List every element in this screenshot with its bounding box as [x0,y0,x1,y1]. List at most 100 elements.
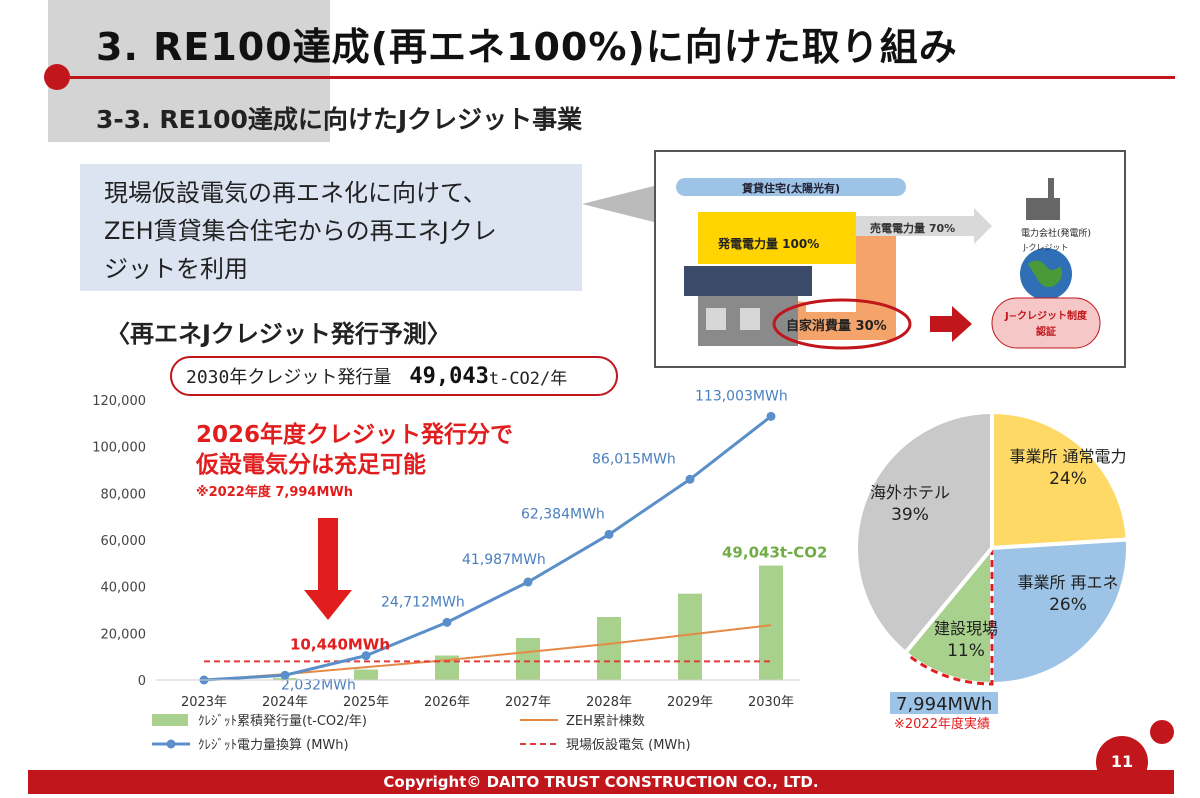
section-subtitle: 3-3. RE100達成に向けたJクレジット事業 [96,105,583,134]
sold-label: 売電電力量 70% [870,221,955,235]
y-tick-label: 120,000 [92,394,146,409]
credit-bar [597,617,621,680]
certification-arrow [930,306,972,342]
x-tick-label: 2023年 [181,695,227,710]
certification-line2: 認証 [1036,325,1056,338]
intro-line: 現場仮設電気の再エネ化に向けて、 [104,179,487,207]
page-decor-dot [1150,720,1174,744]
energy-flow-diagram: 賃貸住宅(太陽光有) 発電電力量 100% 売電電力量 70% 自家消費量 30… [654,150,1126,368]
certification-line1: J−クレジット制度 [1004,309,1088,322]
rental-house-banner-text: 賃貸住宅(太陽光有) [741,181,840,195]
title-bullet-dot [44,64,70,90]
annotation-line1: 2026年度クレジット発行分で [196,421,513,448]
legend-label: ｸﾚｼﾞｯﾄ電力量換算 (MWh) [198,738,349,753]
pie-slice [990,409,1130,551]
utility-label: 電力会社(発電所) [1021,227,1091,239]
issuance-badge: 2030年クレジット発行量 49,043 t-CO2/年 [170,356,618,396]
mwh-data-label: 62,384MWh [521,506,605,522]
x-tick-label: 2030年 [748,695,794,710]
pie-slice-percent: 26% [1049,595,1087,615]
pie-slice-percent: 11% [947,641,985,661]
badge-unit: t-CO2/年 [488,368,568,389]
x-tick-label: 2027年 [505,695,551,710]
intro-line: ジットを利用 [104,255,248,283]
generation-label: 発電電力量 100% [717,236,819,251]
x-tick-label: 2025年 [343,695,389,710]
x-tick-label: 2029年 [667,695,713,710]
pie-slice-percent: 39% [891,505,929,525]
credit-forecast-chart: 020,00040,00060,00080,000100,000120,000 … [92,388,827,753]
self-consumption-highlight [772,298,912,350]
mwh-data-label: 41,987MWh [462,552,546,568]
mwh-data-label: 86,015MWh [592,451,676,467]
pie-slice-label: 建設現場 [934,619,998,638]
credit-mwh-point [442,617,452,627]
badge-value: 49,043 [409,363,489,389]
page-number: 11 [1096,736,1148,788]
mwh-data-label: 10,440MWh [290,636,390,654]
power-tower-icon [1048,178,1054,200]
page-title: 3. RE100達成(再エネ100%)に向けた取り組み [96,25,958,69]
pie-footnote-highlight [890,692,998,714]
header-grey-block [48,0,330,142]
pie-slice-highlight [903,543,994,686]
y-tick-label: 0 [138,674,146,689]
pie-slice [990,537,1130,687]
credit-mwh-line [203,415,772,682]
pie-slice [854,409,994,656]
legend-label: ZEH累計棟数 [566,713,645,729]
y-tick-label: 80,000 [101,487,147,502]
annotation-note: ※2022年度 7,994MWh [196,484,353,500]
credit-mwh-point [523,577,533,587]
legend-label: ｸﾚｼﾞｯﾄ累積発行量(t-CO2/年) [198,714,367,729]
diagram-svg: 賃貸住宅(太陽光有) 発電電力量 100% 売電電力量 70% 自家消費量 30… [676,178,1101,350]
mwh-data-label: 24,712MWh [381,594,465,610]
y-tick-label: 60,000 [101,534,147,549]
energy-mix-pie: 事業所 通常電力 24% 事業所 再エネ 26% 建設現場 11% 海外ホテル 39% 7,9… [854,409,1130,732]
pie-footnote: ※2022年度実績 [894,716,990,732]
callout-pointer [582,186,654,222]
badge-label: 2030年クレジット発行量 [186,367,392,388]
intro-box: 現場仮設電気の再エネ化に向けて、 ZEH賃貸集合住宅からの再エネJクレ ジットを… [80,164,582,291]
copyright-footer: Copyright© DAITO TRUST CONSTRUCTION CO.,… [28,770,1174,794]
house-window-icon [740,308,760,330]
y-tick-label: 40,000 [101,581,147,596]
x-tick-label: 2026年 [424,695,470,710]
power-plant-icon [1026,198,1060,220]
credit-mwh-point [685,474,695,484]
pie-slice-label: 海外ホテル [870,483,950,502]
mwh-data-label: 113,003MWh [695,388,788,404]
credit-bar [759,565,783,680]
bar-end-label: 49,043t-CO2 [722,544,827,562]
x-tick-label: 2024年 [262,695,308,710]
self-consumption-label: 自家消費量 30% [786,318,887,334]
title-underline [60,76,1175,79]
globe-land-icon [1028,260,1062,288]
credit-mwh-point [280,670,290,680]
house-window-icon [706,308,726,330]
chart-title: 〈再エネJクレジット発行予測〉 [106,320,451,348]
annotation-line2: 仮設電気分は充足可能 [195,451,426,478]
credit-bar [516,638,540,680]
intro-line: ZEH賃貸集合住宅からの再エネJクレ [104,217,497,245]
sold-arrow [856,208,992,244]
credit-mwh-point [604,529,614,539]
self-use-flow [806,236,896,340]
mwh-data-label: 2,032MWh [281,677,356,693]
credit-mwh-point [766,411,776,421]
pie-slice-label: 事業所 通常電力 [1009,447,1126,466]
pie-footnote-value: 7,994MWh [896,694,992,715]
legend-swatch [152,714,188,726]
generation-block [698,212,856,264]
rental-house-banner [676,178,906,196]
legend-marker [166,739,176,749]
pie-slice-label: 事業所 再エネ [1017,573,1118,592]
legend-label: 現場仮設電気 (MWh) [566,737,691,753]
credit-bar [354,669,378,680]
credit-bar [678,593,702,680]
globe-label: J-クレジット [1023,243,1069,252]
y-tick-label: 100,000 [92,441,146,456]
pie-slice-percent: 24% [1049,469,1087,489]
certification-badge [991,297,1101,349]
annotation-down-arrow [304,518,352,620]
